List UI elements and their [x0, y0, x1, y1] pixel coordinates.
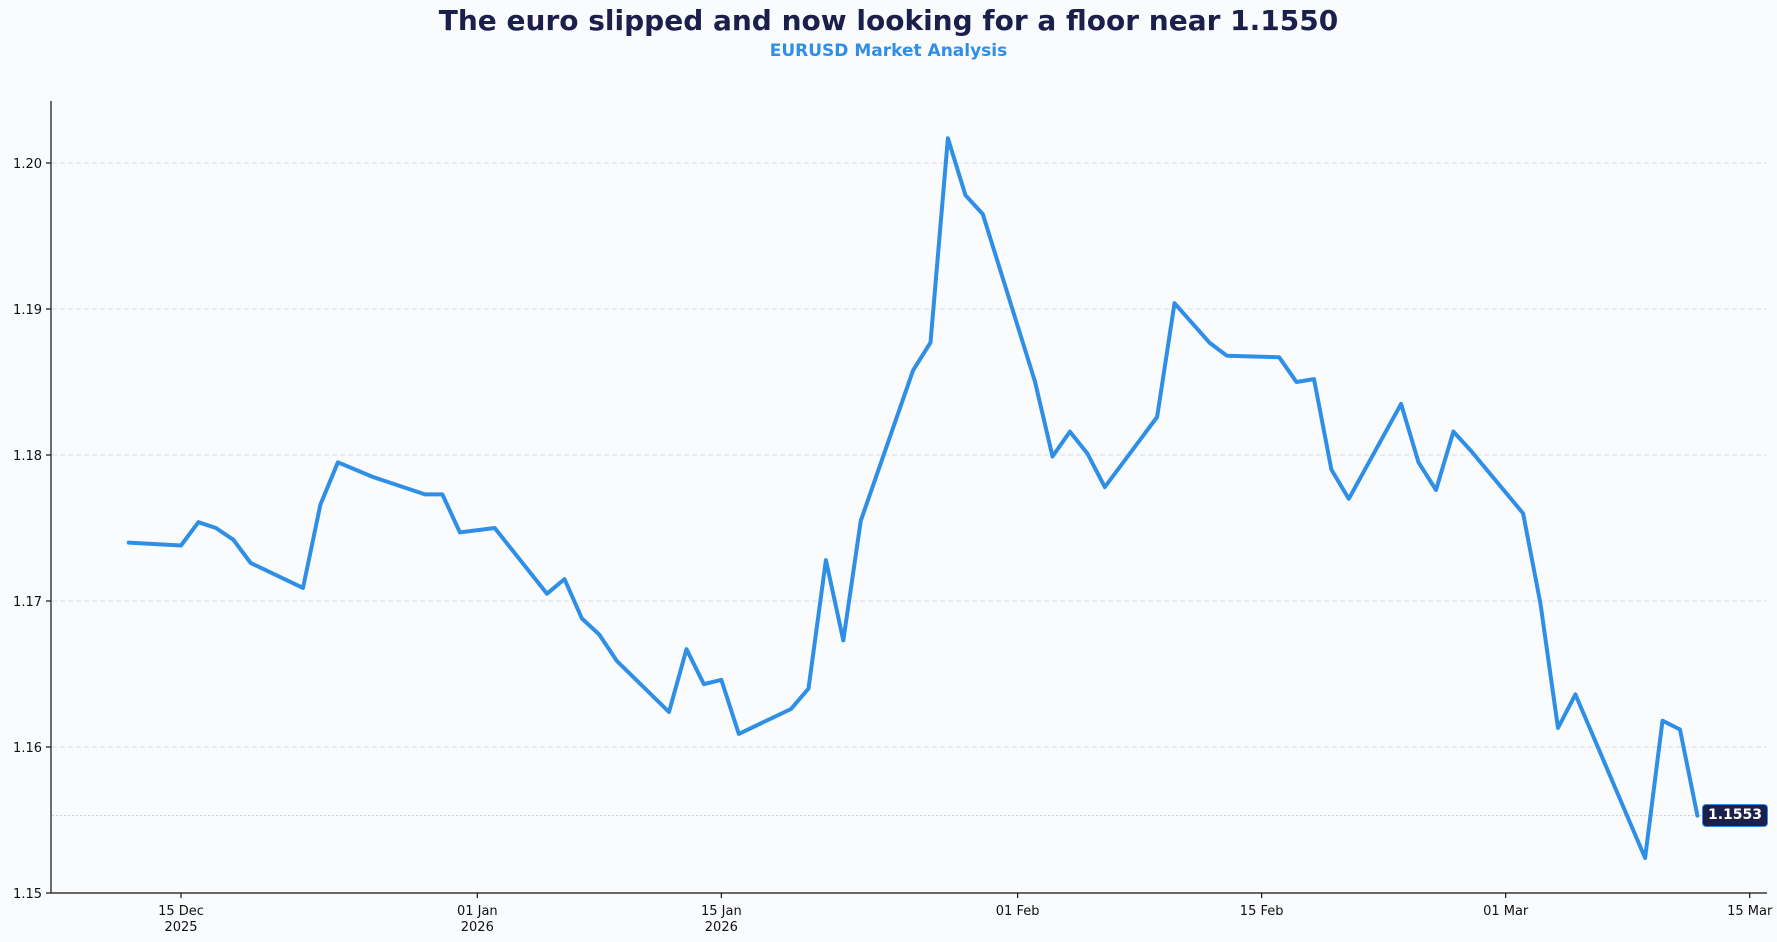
chart-title: The euro slipped and now looking for a f… — [438, 4, 1339, 37]
last-price-badge: 1.1553 — [1702, 803, 1769, 827]
x-tick-year-label: 2026 — [705, 920, 738, 935]
x-tick-year-label: 2025 — [164, 920, 197, 935]
x-tick-year-label: 2026 — [461, 920, 494, 935]
gridlines — [52, 162, 1767, 748]
y-axis-ticks: 1.15 1.16 1.17 1.18 1.19 1.20 — [13, 157, 51, 902]
y-tick-label: 1.17 — [13, 595, 42, 610]
y-tick-label: 1.16 — [13, 741, 42, 756]
x-tick-label: 15 Jan — [701, 904, 742, 919]
x-tick-label: 01 Feb — [996, 904, 1040, 919]
x-tick-label: 15 Mar — [1727, 904, 1773, 919]
x-tick-label: 15 Feb — [1240, 904, 1284, 919]
eurusd-price-line — [126, 136, 1700, 860]
y-tick-label: 1.15 — [13, 887, 42, 902]
y-tick-label: 1.20 — [13, 157, 42, 172]
chart-subtitle: EURUSD Market Analysis — [769, 41, 1008, 61]
x-tick-label: 01 Jan — [457, 904, 498, 919]
x-tick-label: 01 Mar — [1483, 904, 1529, 919]
x-tick-label: 15 Dec — [158, 904, 204, 919]
y-tick-label: 1.19 — [13, 303, 42, 318]
y-tick-label: 1.18 — [13, 449, 42, 464]
